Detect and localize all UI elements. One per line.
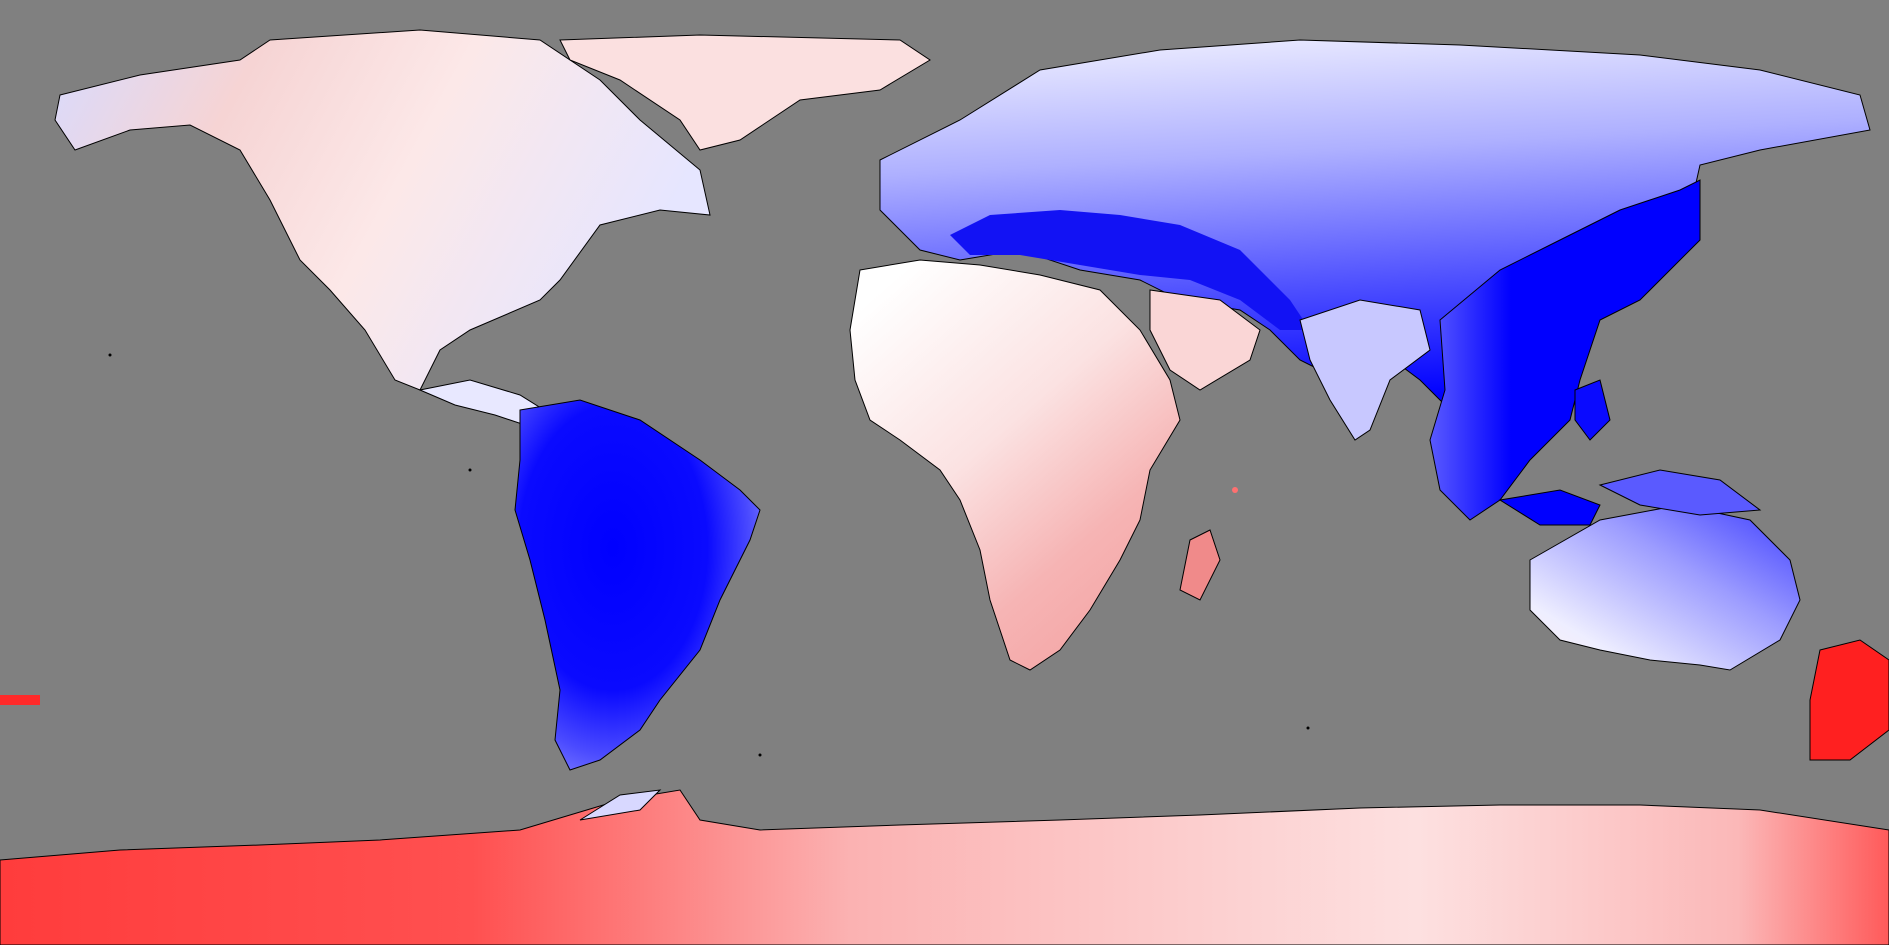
region-greenland (559, 34, 931, 151)
region-philippines (1574, 379, 1611, 441)
region-south-america (514, 399, 761, 771)
region-maritime-continent (1498, 489, 1601, 526)
region-africa (849, 259, 1181, 671)
region-india (1299, 299, 1431, 441)
region-mediterranean-band (950, 210, 1310, 330)
region-edge-strip (0, 695, 40, 705)
region-east-asia (1429, 179, 1701, 521)
region-north-america (54, 29, 711, 391)
region-antarctic-peninsula (579, 789, 662, 821)
region-madagascar (1179, 529, 1221, 601)
region-arabia (1149, 289, 1261, 391)
island-markers (108, 353, 1310, 757)
region-new-zealand (1809, 639, 1889, 761)
region-antarctica (0, 789, 1889, 945)
region-papua (1598, 469, 1762, 516)
